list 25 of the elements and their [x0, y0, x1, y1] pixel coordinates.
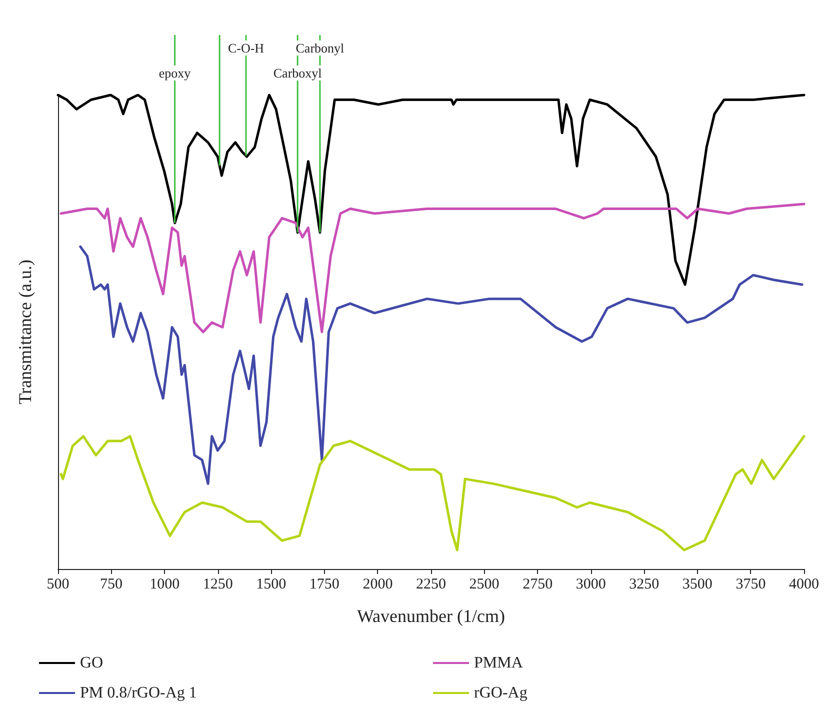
- x-tick-label: 1750: [309, 576, 340, 592]
- x-tick-label: 1500: [256, 576, 286, 592]
- ref-line-label: epoxy: [158, 66, 192, 80]
- ref-line-label: Carboxyl: [273, 66, 322, 80]
- y-axis-title: Transmittance (a.u.): [15, 260, 35, 404]
- x-tick-label: 4000: [789, 576, 819, 592]
- legend-label: GO: [80, 654, 104, 672]
- x-tick-label: 3750: [736, 576, 766, 592]
- ref-line-label: C-O-H: [228, 40, 264, 56]
- x-tick-label: 1000: [150, 576, 180, 592]
- x-tick-label: 500: [46, 576, 70, 592]
- x-tick-label: 3000: [576, 576, 606, 592]
- x-axis-title: Wavenumber (1/cm): [357, 606, 505, 626]
- x-tick-label: 1250: [202, 576, 233, 592]
- x-tick-label: 2000: [362, 576, 393, 592]
- legend-label: rGO-Ag: [474, 684, 528, 702]
- x-tick-label: 750: [100, 576, 123, 592]
- x-tick-label: 2250: [416, 576, 446, 592]
- x-tick-label: 3250: [629, 576, 660, 592]
- x-tick-label: 2750: [522, 576, 553, 592]
- legend-label: PMMA: [474, 654, 524, 672]
- x-tick-label: 3500: [682, 576, 712, 592]
- x-tick-label: 2500: [469, 576, 500, 592]
- legend-label: PM 0.8/rGO-Ag 1: [80, 684, 197, 702]
- ref-line-label: Carbonyl: [296, 40, 345, 56]
